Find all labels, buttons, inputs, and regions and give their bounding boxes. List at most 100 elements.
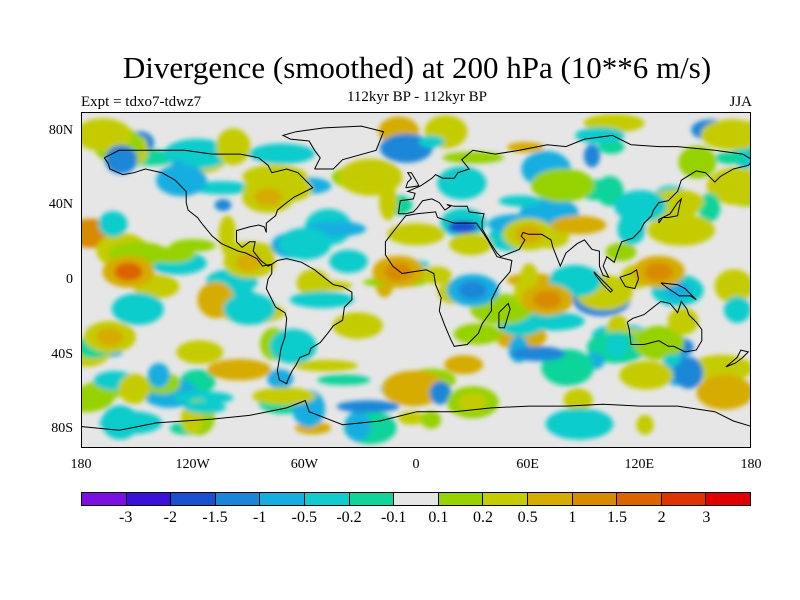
colorbar-label: -0.2 xyxy=(336,509,362,526)
divergence-patch xyxy=(429,381,451,405)
divergence-patch xyxy=(387,223,446,246)
lon-tick-label: 180 xyxy=(70,457,92,472)
divergence-patch xyxy=(156,164,207,197)
colorbar-label: 0.5 xyxy=(517,509,538,526)
divergence-patch xyxy=(176,340,224,364)
divergence-map xyxy=(82,113,750,447)
coastlines xyxy=(82,125,750,431)
divergence-patch xyxy=(418,135,445,148)
divergence-patch xyxy=(329,249,368,273)
divergence-field xyxy=(82,113,750,445)
divergence-feature-core xyxy=(95,328,124,346)
lon-tick-label: 120E xyxy=(624,457,655,472)
experiment-label: Expt = tdxo7-tdwz7 xyxy=(81,94,202,110)
colorbar-swatch xyxy=(349,493,395,505)
divergence-patch xyxy=(308,280,353,291)
divergence-patch xyxy=(421,410,442,429)
colorbar-swatch xyxy=(661,493,707,505)
divergence-patch xyxy=(379,183,398,221)
divergence-patch xyxy=(444,355,484,375)
chart-subtitle: 112kyr BP - 112kyr BP xyxy=(346,89,487,105)
colorbar-label: -1 xyxy=(252,509,267,526)
coastline xyxy=(725,349,750,368)
divergence-feature-core xyxy=(626,197,655,216)
chart-title: Divergence (smoothed) at 200 hPa (10**6 … xyxy=(122,50,712,85)
coastline xyxy=(405,172,420,189)
divergence-feature-core xyxy=(384,262,413,281)
colorbar-swatch xyxy=(82,493,127,505)
divergence-feature-core xyxy=(123,300,152,318)
colorbar-swatch xyxy=(706,493,750,505)
colorbar-swatch xyxy=(572,493,618,505)
colorbar-label: 2 xyxy=(657,509,666,526)
divergence-patch xyxy=(575,127,625,144)
divergence-feature-core xyxy=(458,281,487,300)
divergence-patch xyxy=(249,143,315,165)
divergence-patch xyxy=(667,307,699,336)
divergence-patch xyxy=(605,333,628,358)
divergence-patch xyxy=(216,128,251,166)
colorbar-swatch xyxy=(260,493,305,505)
divergence-patch xyxy=(289,291,354,309)
coastline xyxy=(384,211,513,347)
lon-tick-label: 0 xyxy=(412,457,420,472)
coastline xyxy=(103,149,314,267)
divergence-patch xyxy=(700,119,750,151)
map-plot-area xyxy=(81,112,751,448)
divergence-feature-core xyxy=(291,234,320,253)
divergence-patch xyxy=(550,215,607,235)
coastline xyxy=(265,258,353,385)
divergence-feature-core xyxy=(644,262,673,281)
divergence-patch xyxy=(619,360,673,390)
divergence-patch xyxy=(633,325,685,360)
colorbar-label: 3 xyxy=(702,509,711,526)
colorbar-label: 0.2 xyxy=(473,509,493,526)
divergence-patch xyxy=(118,373,150,404)
coastline xyxy=(82,399,750,431)
divergence-patch xyxy=(170,239,216,252)
lon-tick-label: 60E xyxy=(516,457,539,472)
lat-tick-label: 0 xyxy=(66,272,73,287)
divergence-patch xyxy=(267,369,294,389)
divergence-patch xyxy=(192,181,252,195)
divergence-patch xyxy=(442,151,505,164)
divergence-patch xyxy=(382,370,446,407)
coastline xyxy=(397,134,750,214)
colorbar-label: -3 xyxy=(118,509,133,526)
coastline xyxy=(498,302,511,329)
colorbar-swatch xyxy=(438,493,484,505)
divergence-patch xyxy=(647,214,715,246)
divergence-patch xyxy=(147,363,170,388)
divergence-patch xyxy=(252,387,316,406)
coastline xyxy=(593,271,614,293)
colorbar-label: -2 xyxy=(163,509,177,526)
lat-tick-label: 80N xyxy=(48,122,73,138)
divergence-patch xyxy=(437,166,487,200)
lon-tick-label: 120W xyxy=(175,457,210,472)
colorbar-label: -0.5 xyxy=(291,509,317,526)
colorbar-label: -1.5 xyxy=(202,509,228,526)
colorbar-label: -0.1 xyxy=(380,509,407,526)
divergence-patch xyxy=(82,385,114,413)
divergence-patch xyxy=(530,168,595,203)
coastline xyxy=(626,300,703,353)
divergence-patch xyxy=(663,354,681,366)
divergence-patch xyxy=(294,359,358,372)
divergence-patch xyxy=(183,401,227,414)
lat-tick-label: 40S xyxy=(51,346,73,362)
divergence-patch xyxy=(723,296,750,323)
divergence-feature-core xyxy=(254,188,283,206)
divergence-feature-core xyxy=(533,290,562,309)
colorbar-label: 0.1 xyxy=(428,509,449,526)
lon-tick-label: 180 xyxy=(740,457,762,472)
lat-tick-label: 80S xyxy=(51,421,73,437)
divergence-patch xyxy=(344,411,371,442)
coastline xyxy=(281,125,385,170)
divergence-patch xyxy=(207,359,272,381)
divergence-patch xyxy=(82,118,132,152)
divergence-patch xyxy=(99,411,163,435)
divergence-patch xyxy=(214,199,232,211)
divergence-patch xyxy=(674,356,704,389)
colorbar-swatch xyxy=(126,493,172,505)
divergence-patch xyxy=(689,354,750,382)
